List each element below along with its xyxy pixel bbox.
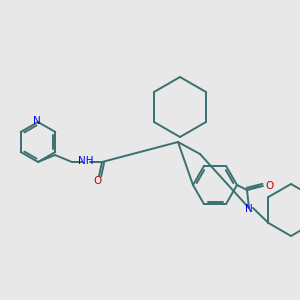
Text: N: N — [245, 204, 253, 214]
Text: O: O — [265, 181, 273, 191]
Text: NH: NH — [78, 156, 94, 166]
Text: N: N — [33, 116, 41, 126]
Text: O: O — [94, 176, 102, 186]
